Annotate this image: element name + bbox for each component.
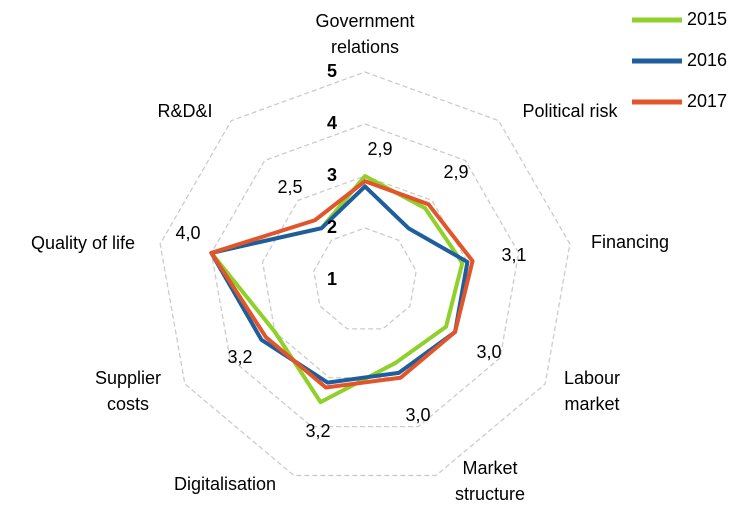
r-tick-label: 1 xyxy=(327,269,337,289)
r-tick-label: 5 xyxy=(327,61,337,81)
grid-ring xyxy=(210,123,520,428)
grid-ring xyxy=(313,227,417,330)
value-label: 2,9 xyxy=(367,139,392,159)
category-label: Digitalisation xyxy=(173,474,277,494)
value-label: 2,5 xyxy=(277,177,302,197)
value-label: 3,2 xyxy=(305,421,330,441)
category-label: Quality of life xyxy=(30,233,136,253)
category-label: Financing xyxy=(590,232,670,252)
category-label: Labour market xyxy=(563,368,621,414)
category-label: Supplier costs xyxy=(94,368,162,414)
category-label: Government relations xyxy=(315,11,415,57)
category-label: Political risk xyxy=(522,101,618,121)
series-line xyxy=(209,179,475,390)
category-label: R&D&I xyxy=(157,101,213,121)
value-label: 3,0 xyxy=(405,405,430,425)
series-line xyxy=(209,184,470,385)
series-line xyxy=(209,174,465,405)
value-label: 2,9 xyxy=(443,162,468,182)
r-tick-label: 4 xyxy=(327,113,337,133)
grid-ring xyxy=(159,71,571,477)
value-label: 3,2 xyxy=(227,347,252,367)
r-tick-label: 3 xyxy=(327,165,337,185)
legend-label: 2017 xyxy=(687,91,727,111)
value-label: 4,0 xyxy=(175,223,200,243)
value-label: 3,0 xyxy=(476,342,501,362)
value-label: 3,1 xyxy=(501,245,526,265)
category-label: Market structure xyxy=(454,458,526,504)
r-tick-label: 2 xyxy=(327,217,337,237)
legend-label: 2016 xyxy=(687,50,727,70)
legend-label: 2015 xyxy=(687,9,727,29)
